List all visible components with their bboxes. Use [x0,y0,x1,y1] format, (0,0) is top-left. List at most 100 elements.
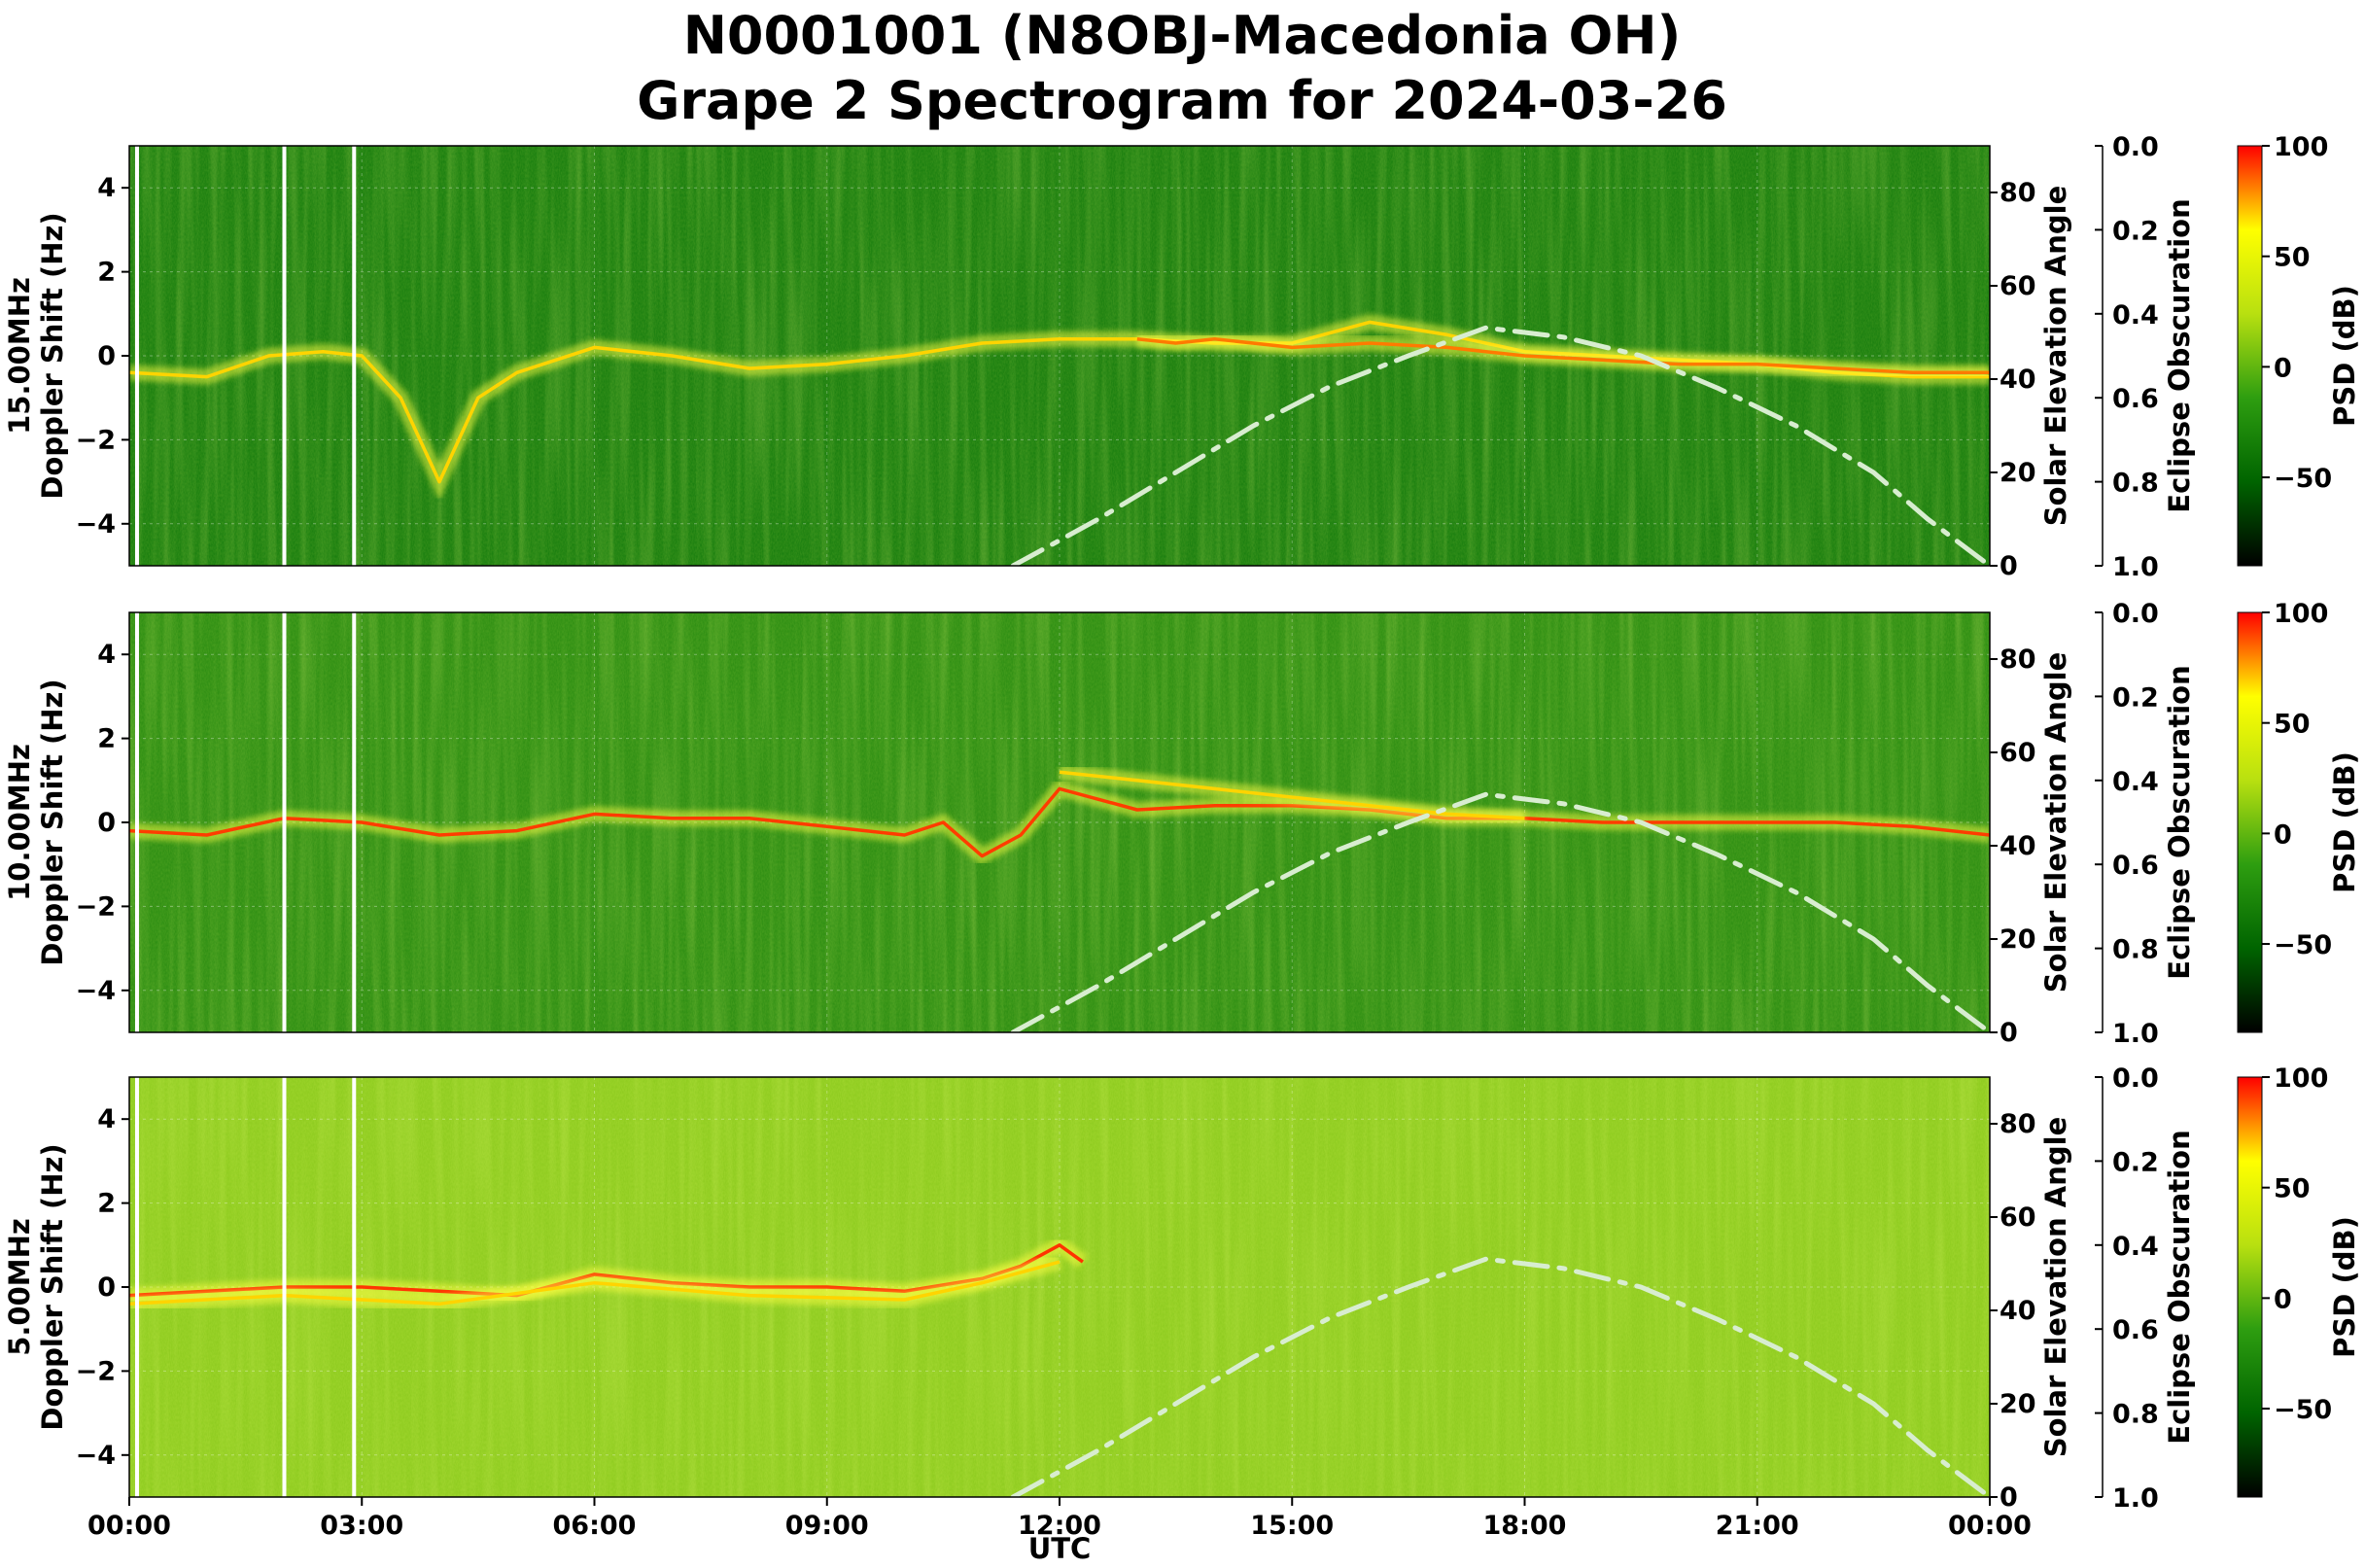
colorbar-tick-label: −50 [2274,930,2332,960]
panel-frequency-label: 10.00MHz [3,744,36,901]
eclipse-tick-label: 0.6 [2112,384,2159,414]
eclipse-tick-label: 0.4 [2112,300,2159,331]
spectrogram-panel-1: −4 −2 0 2 4 15.00MHzDoppler Shift (Hz) 0 20 40 60… [3,132,2361,582]
colorbar-tick-label: 0 [2274,353,2292,383]
eclipse-tick-label: 0.4 [2112,1232,2159,1262]
solar-tick-label: 60 [2000,1202,2036,1233]
panel-frequency-label: 5.00MHz [3,1218,36,1356]
y-tick-label: 2 [97,1189,116,1219]
eclipse-tick-label: 0.0 [2112,599,2159,629]
y-tick-label: −4 [76,976,116,1006]
y-tick-label: 2 [97,258,116,288]
solar-tick-label: 40 [2000,831,2036,861]
y-tick-label: 2 [97,724,116,754]
solar-elevation-curve [1010,1256,1990,1497]
colorbar-tick-label: −50 [2274,1395,2332,1425]
panel-doppler-label: Doppler Shift (Hz) [36,679,69,965]
colorbar [2237,611,2263,1033]
eclipse-tick-label: 0.6 [2112,1315,2159,1345]
panel-doppler-label: Doppler Shift (Hz) [36,1143,69,1430]
x-tick-label: 21:00 [1716,1511,1799,1541]
solar-tick-label: 20 [2000,924,2036,955]
y-tick-label: 4 [97,1104,116,1134]
panel-frequency-label: 15.00MHz [3,277,36,435]
x-axis-label: UTC [1028,1532,1092,1565]
solar-elevation-curve [1010,791,1990,1032]
eclipse-tick-label: 0.8 [2112,1400,2159,1430]
solar-tick-label: 40 [2000,365,2036,395]
panel-y-label: 15.00MHzDoppler Shift (Hz) [3,212,69,499]
y-tick-label: −4 [76,509,116,540]
panel-doppler-label: Doppler Shift (Hz) [36,212,69,499]
solar-tick-label: 0 [2000,1018,2018,1048]
chart-title: N0001001 (N8OBJ-Macedonia OH) [683,5,1682,66]
eclipse-axis-label: Eclipse Obscuration [2163,198,2196,512]
eclipse-tick-label: 0.2 [2112,216,2159,246]
colorbar-label: PSD (dB) [2328,1216,2361,1358]
doppler-trace-1 [129,786,1990,858]
colorbar [2237,1076,2263,1498]
colorbar-label: PSD (dB) [2328,285,2361,427]
eclipse-tick-label: 1.0 [2112,552,2159,582]
x-tick-label: 00:00 [1948,1511,2032,1541]
eclipse-tick-label: 0.2 [2112,1147,2159,1177]
eclipse-tick-label: 0.4 [2112,767,2159,797]
panel-y-label: 10.00MHzDoppler Shift (Hz) [3,679,69,965]
x-tick-label: 09:00 [785,1511,869,1541]
y-tick-label: 0 [97,341,116,371]
y-tick-label: 0 [97,1272,116,1303]
panel-y-label: 5.00MHzDoppler Shift (Hz) [3,1143,69,1430]
solar-tick-label: 80 [2000,645,2036,675]
plot-area [129,612,1990,1032]
eclipse-tick-label: 0.8 [2112,469,2159,499]
solar-tick-label: 80 [2000,178,2036,208]
y-tick-label: −4 [76,1441,116,1471]
solar-axis-label: Solar Elevation Angle [2039,652,2072,993]
colorbar-tick-label: −50 [2274,464,2332,494]
eclipse-tick-label: 0.6 [2112,851,2159,881]
eclipse-tick-label: 0.8 [2112,935,2159,965]
y-tick-label: 4 [97,640,116,670]
x-tick-label: 12:00 [1018,1511,1101,1541]
colorbar-tick-label: 100 [2274,599,2328,629]
solar-elevation-curve [1010,325,1990,566]
eclipse-axis-label: Eclipse Obscuration [2163,1130,2196,1444]
plot-area [129,1077,1990,1497]
doppler-trace-2 [1059,770,1525,820]
solar-tick-label: 0 [2000,551,2018,581]
x-tick-label: 06:00 [553,1511,637,1541]
eclipse-tick-label: 0.0 [2112,1063,2159,1094]
x-axis: 00:00 03:00 06:00 09:00 12:00 15:00 18:00 21:00… [87,1497,2032,1541]
y-tick-label: 0 [97,808,116,838]
spectrogram-panel-3: −4 −2 0 2 4 5.00MHzDoppler Shift (Hz) 0 20 40 60 8… [3,1063,2361,1514]
solar-tick-label: 40 [2000,1296,2036,1326]
colorbar-tick-label: 50 [2274,243,2311,273]
solar-tick-label: 20 [2000,1389,2036,1419]
solar-tick-label: 60 [2000,271,2036,301]
solar-tick-label: 60 [2000,738,2036,768]
solar-axis-label: Solar Elevation Angle [2039,1117,2072,1458]
y-tick-label: 4 [97,173,116,203]
solar-tick-label: 20 [2000,458,2036,488]
plot-area [129,146,1990,566]
colorbar [2237,145,2263,567]
solar-tick-label: 80 [2000,1109,2036,1139]
eclipse-tick-label: 0.2 [2112,682,2159,713]
y-tick-label: −2 [76,425,116,455]
colorbar-tick-label: 100 [2274,1063,2328,1094]
y-tick-label: −2 [76,1356,116,1386]
y-tick-label: −2 [76,891,116,922]
chart-subtitle: Grape 2 Spectrogram for 2024-03-26 [637,70,1727,131]
colorbar-tick-label: 50 [2274,1174,2311,1204]
doppler-trace-2 [129,1260,1061,1307]
eclipse-tick-label: 0.0 [2112,132,2159,162]
doppler-trace-2 [1136,336,1990,375]
colorbar-label: PSD (dB) [2328,751,2361,893]
colorbar-tick-label: 100 [2274,132,2328,162]
solar-axis-label: Solar Elevation Angle [2039,186,2072,527]
x-tick-label: 03:00 [320,1511,403,1541]
x-tick-label: 00:00 [87,1511,171,1541]
spectrogram-panel-2: −4 −2 0 2 4 10.00MHzDoppler Shift (Hz) 0 20 40 60… [3,599,2361,1049]
